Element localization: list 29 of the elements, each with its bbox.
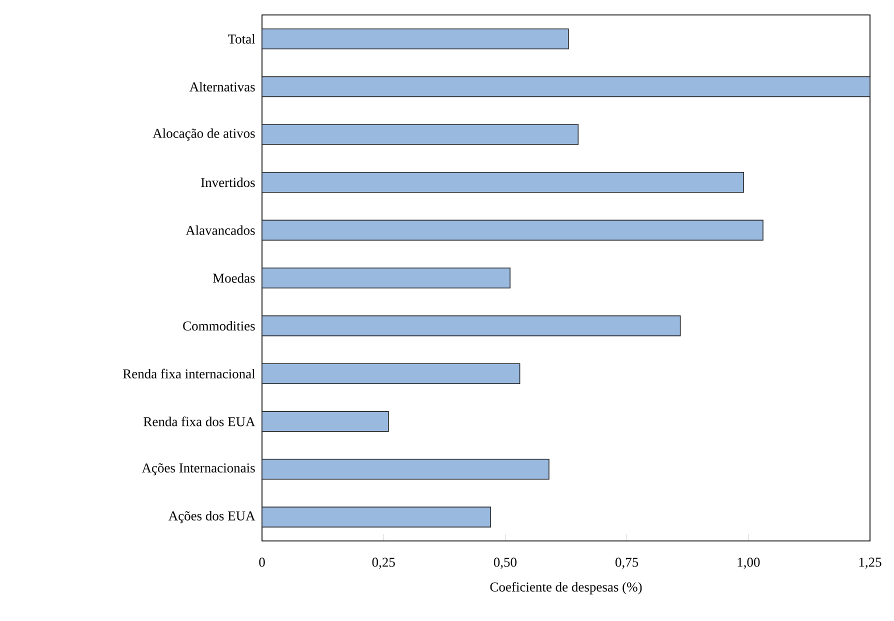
y-tick-label: Alocação de ativos <box>152 128 255 141</box>
bar <box>262 220 764 241</box>
bar <box>262 76 870 98</box>
x-tick-label: 1,25 <box>859 558 882 569</box>
y-tick-label: Commodities <box>183 321 255 331</box>
y-tick-label: Total <box>228 34 256 44</box>
x-tick-label: 0,50 <box>494 558 517 569</box>
bar <box>262 458 550 480</box>
bar <box>262 411 389 432</box>
bar <box>262 506 492 528</box>
y-tick-label: Ações dos EUA <box>168 510 256 524</box>
y-tick-label: Alavancados <box>186 225 255 235</box>
y-tick-label: Moedas <box>212 273 255 283</box>
bar <box>262 315 681 336</box>
y-tick-label: Invertidos <box>201 178 255 188</box>
bar <box>262 124 579 145</box>
bar <box>262 172 744 193</box>
x-tick-label: 0,25 <box>372 558 395 569</box>
x-axis-title: Coeficiente de despesas (%) <box>490 582 642 594</box>
x-tick-label: 0,75 <box>616 558 638 569</box>
x-tick-label: 1,00 <box>738 558 760 569</box>
y-tick-label: Alternativas <box>189 82 255 92</box>
y-tick-label: Ações Internacionais <box>142 463 255 476</box>
bar <box>262 28 569 50</box>
y-tick-label: Renda fixa internacional <box>123 368 256 378</box>
bar <box>262 268 510 288</box>
bar <box>262 363 520 384</box>
y-tick-label: Renda fixa dos EUA <box>144 416 256 426</box>
x-tick-label: 0 <box>259 558 265 567</box>
